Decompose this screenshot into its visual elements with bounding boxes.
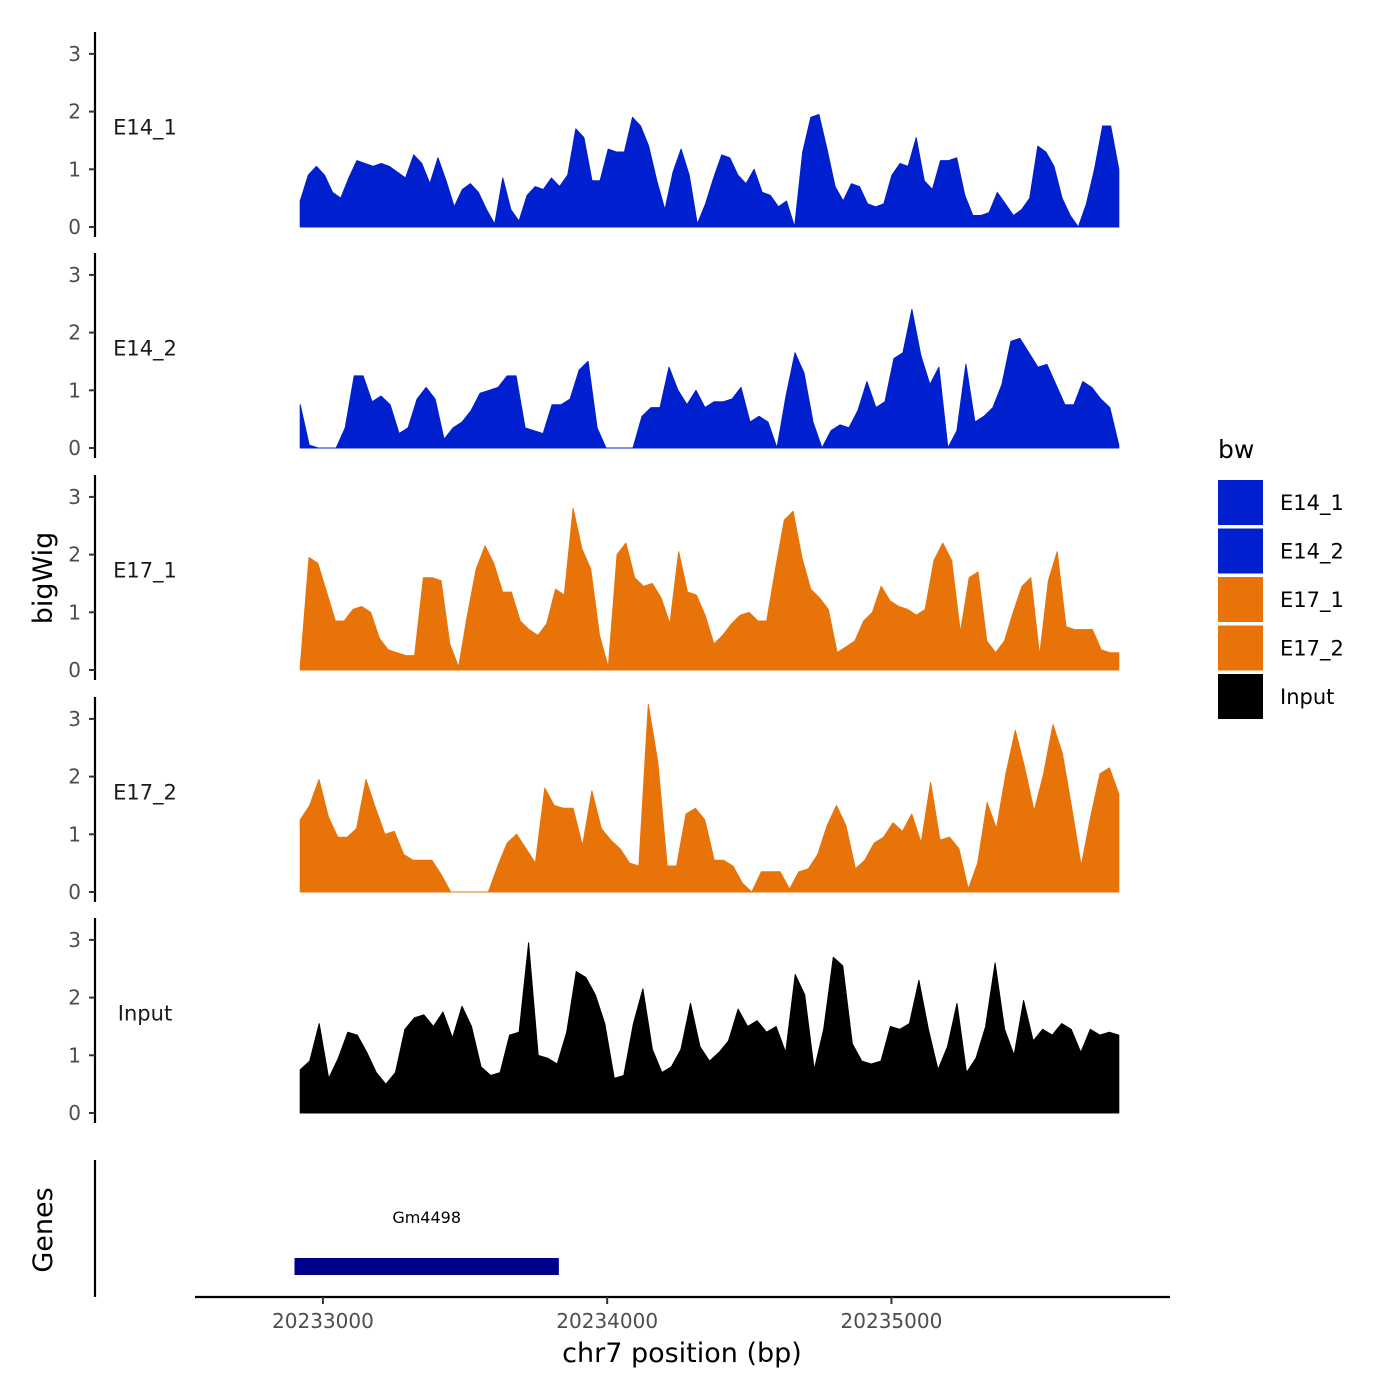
track-E17_2: 0 1 2 3 E17_2 xyxy=(68,697,1120,904)
signal-area-Input xyxy=(299,942,1120,1114)
legend-label: E14_2 xyxy=(1280,540,1344,565)
x-axis: 20233000 20234000 20235000 xyxy=(195,1295,1170,1333)
y-tick-label: 1 xyxy=(68,1043,81,1067)
legend-label: E17_1 xyxy=(1280,588,1344,613)
gene-label: Gm4498 xyxy=(392,1208,461,1227)
y-tick-label: 0 xyxy=(68,880,81,904)
track-E14_2: 0 1 2 3 E14_2 xyxy=(68,253,1120,460)
y-tick-label: 1 xyxy=(68,600,81,624)
legend-item-E17_2: E17_2 xyxy=(1218,625,1344,671)
bigwig-tracks: 0 1 2 3 E14_1 0 1 2 3 E14_2 0 1 2 3 E17_1 0 1 2 3 E17_2 0 1 2 3… xyxy=(68,32,1120,1125)
legend-item-E17_1: E17_1 xyxy=(1218,577,1344,622)
legend-swatch xyxy=(1218,480,1263,525)
y-tick-label: 2 xyxy=(68,765,81,789)
y-tick-label: 3 xyxy=(68,42,81,66)
y-tick-label: 1 xyxy=(68,378,81,402)
y-tick-label: 0 xyxy=(68,658,81,682)
legend-swatch xyxy=(1218,577,1263,622)
y-tick-label: 0 xyxy=(68,215,81,239)
genes-axis-title: Genes xyxy=(28,1187,59,1272)
legend: bw E14_1 E14_2 E17_1 E17_2 Input xyxy=(1218,435,1344,719)
signal-area-E14_1 xyxy=(299,114,1120,228)
x-tick-label: 20233000 xyxy=(272,1309,374,1333)
track-label: E14_1 xyxy=(113,116,177,141)
y-tick-label: 2 xyxy=(68,100,81,124)
legend-label: Input xyxy=(1280,685,1334,709)
y-tick-label: 2 xyxy=(68,543,81,567)
y-tick-label: 2 xyxy=(68,986,81,1010)
x-tick-label: 20234000 xyxy=(556,1309,658,1333)
legend-swatch xyxy=(1218,674,1263,719)
track-E17_1: 0 1 2 3 E17_1 xyxy=(68,475,1120,682)
legend-item-Input: Input xyxy=(1218,674,1334,719)
legend-label: E14_1 xyxy=(1280,491,1344,516)
track-label: Input xyxy=(118,1002,172,1026)
legend-label: E17_2 xyxy=(1280,637,1344,662)
y-tick-label: 0 xyxy=(68,436,81,460)
genes-panel: Gm4498 xyxy=(93,1160,559,1297)
signal-area-E17_2 xyxy=(299,704,1120,893)
track-label: E17_1 xyxy=(113,559,177,584)
legend-title: bw xyxy=(1218,435,1254,464)
y-tick-label: 2 xyxy=(68,321,81,345)
legend-swatch xyxy=(1218,528,1263,574)
x-tick-label: 20235000 xyxy=(841,1309,943,1333)
y-axis-title: bigWig xyxy=(28,532,59,625)
y-tick-label: 3 xyxy=(68,263,81,287)
y-tick-label: 3 xyxy=(68,485,81,509)
legend-swatch xyxy=(1218,625,1263,671)
x-axis-title: chr7 position (bp) xyxy=(562,1338,802,1369)
y-tick-label: 0 xyxy=(68,1101,81,1125)
y-tick-label: 1 xyxy=(68,157,81,181)
gene-body xyxy=(294,1258,559,1275)
y-tick-label: 3 xyxy=(68,928,81,952)
track-Input: 0 1 2 3 Input xyxy=(68,918,1120,1125)
track-label: E17_2 xyxy=(113,781,177,806)
y-tick-label: 1 xyxy=(68,822,81,846)
track-E14_1: 0 1 2 3 E14_1 xyxy=(68,32,1120,239)
legend-item-E14_2: E14_2 xyxy=(1218,528,1344,574)
signal-area-E17_1 xyxy=(299,507,1120,671)
signal-area-E14_2 xyxy=(299,309,1120,449)
legend-item-E14_1: E14_1 xyxy=(1218,480,1344,525)
y-tick-label: 3 xyxy=(68,707,81,731)
track-label: E14_2 xyxy=(113,337,177,362)
